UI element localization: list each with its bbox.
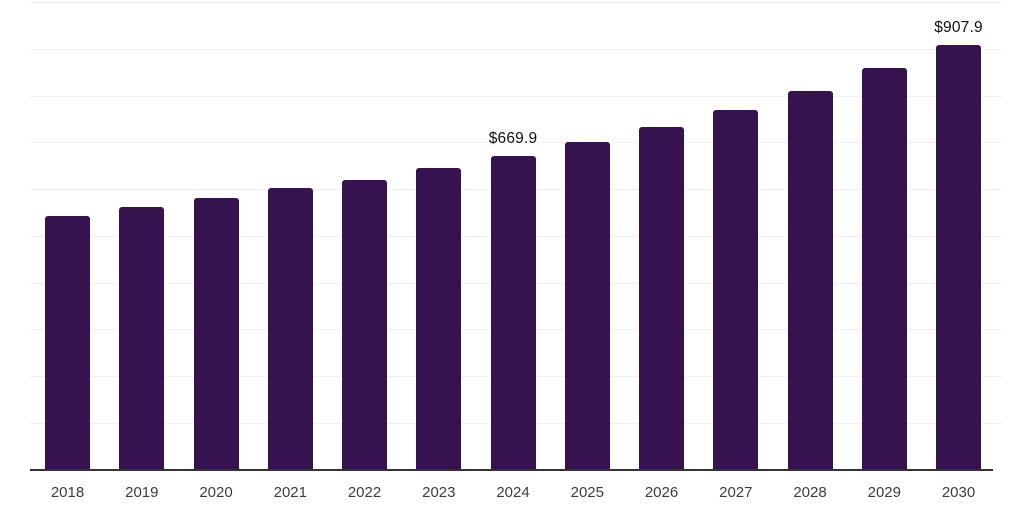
value-label-2024: $669.9 <box>488 130 538 148</box>
bar-2026[interactable] <box>639 126 684 470</box>
bar-2020[interactable] <box>193 197 239 470</box>
bar-2022[interactable] <box>342 179 387 470</box>
x-tick-2030: 2030 <box>941 484 976 501</box>
bar-2024[interactable] <box>490 156 536 470</box>
bar-2027[interactable] <box>713 109 759 470</box>
bar-2021[interactable] <box>267 188 313 470</box>
value-label-2030: $907.9 <box>934 19 983 37</box>
x-tick-2023: 2023 <box>422 484 456 501</box>
x-tick-2026: 2026 <box>644 484 679 501</box>
x-tick-2022: 2022 <box>347 484 382 501</box>
x-tick-2019: 2019 <box>125 484 159 501</box>
x-tick-2020: 2020 <box>199 484 233 501</box>
x-tick-2024: 2024 <box>496 484 530 501</box>
gridline-1000 <box>30 2 1002 3</box>
bar-2019[interactable] <box>119 207 165 470</box>
bar-2023[interactable] <box>416 168 462 470</box>
x-tick-2027: 2027 <box>719 484 753 501</box>
bar-2028[interactable] <box>787 90 833 470</box>
bar-2018[interactable] <box>45 215 90 470</box>
bar-2025[interactable] <box>564 142 610 470</box>
bar-2029[interactable] <box>861 68 907 470</box>
x-tick-2021: 2021 <box>273 484 307 501</box>
x-axis-line <box>30 469 993 471</box>
gridline-900 <box>30 48 1002 50</box>
bar-2030[interactable] <box>936 45 981 470</box>
x-tick-2025: 2025 <box>570 484 604 501</box>
x-tick-2029: 2029 <box>867 484 901 501</box>
x-tick-2028: 2028 <box>793 484 827 501</box>
x-tick-2018: 2018 <box>50 484 85 501</box>
gridline-800 <box>30 95 1002 97</box>
